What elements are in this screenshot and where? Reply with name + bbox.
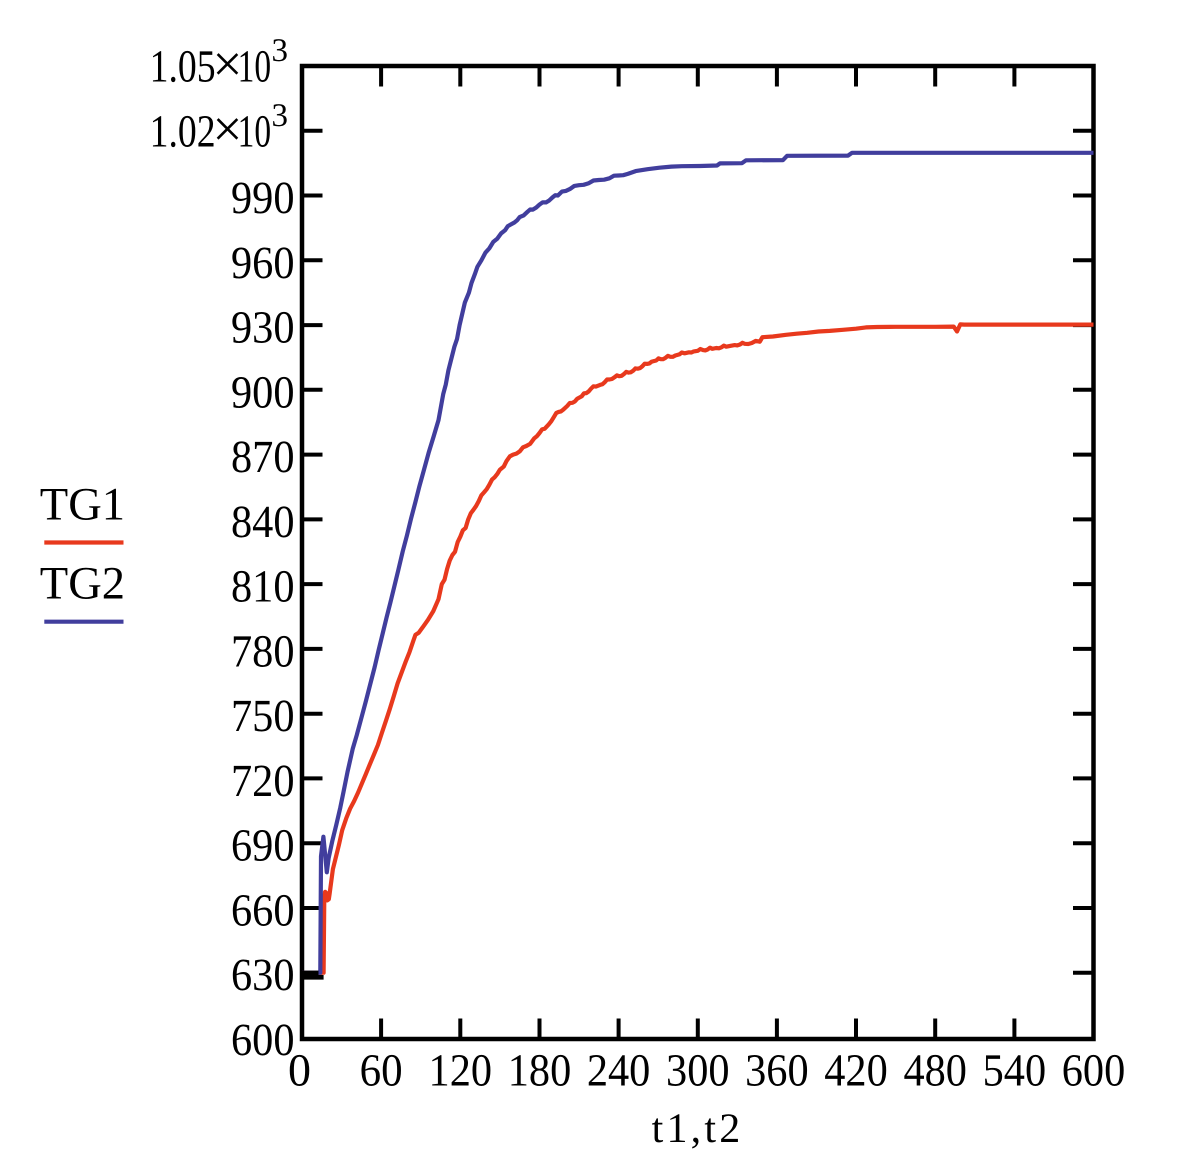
svg-text:870: 870 [231,431,295,482]
svg-text:600: 600 [231,1014,295,1065]
svg-text:TG2: TG2 [40,558,125,609]
svg-text:840: 840 [231,496,295,547]
svg-text:690: 690 [231,820,295,871]
svg-text:360: 360 [745,1045,809,1096]
svg-text:540: 540 [983,1045,1047,1096]
svg-text:780: 780 [231,625,295,676]
svg-text:60: 60 [360,1045,403,1096]
svg-text:120: 120 [429,1045,493,1096]
svg-text:180: 180 [508,1045,572,1096]
svg-text:240: 240 [587,1045,651,1096]
svg-text:10: 10 [238,41,272,92]
svg-text:0: 0 [288,1045,311,1096]
svg-text:3: 3 [272,98,289,134]
svg-text:t1,t2: t1,t2 [652,1106,744,1152]
svg-text:630: 630 [231,949,295,1000]
svg-text:×: × [213,36,243,94]
svg-text:420: 420 [824,1045,888,1096]
svg-text:×: × [213,100,243,158]
svg-text:720: 720 [231,755,295,806]
svg-text:660: 660 [231,885,295,936]
svg-text:1.05: 1.05 [150,41,216,92]
svg-text:960: 960 [231,237,295,288]
svg-text:810: 810 [231,561,295,612]
svg-text:TG1: TG1 [40,480,125,531]
svg-text:1.02: 1.02 [150,105,216,156]
svg-text:930: 930 [231,302,295,353]
svg-text:750: 750 [231,690,295,741]
svg-text:3: 3 [272,33,289,69]
svg-text:900: 900 [231,366,295,417]
svg-text:10: 10 [238,105,272,156]
svg-text:600: 600 [1062,1045,1126,1096]
svg-text:300: 300 [666,1045,730,1096]
svg-text:990: 990 [231,172,295,223]
svg-text:480: 480 [903,1045,967,1096]
